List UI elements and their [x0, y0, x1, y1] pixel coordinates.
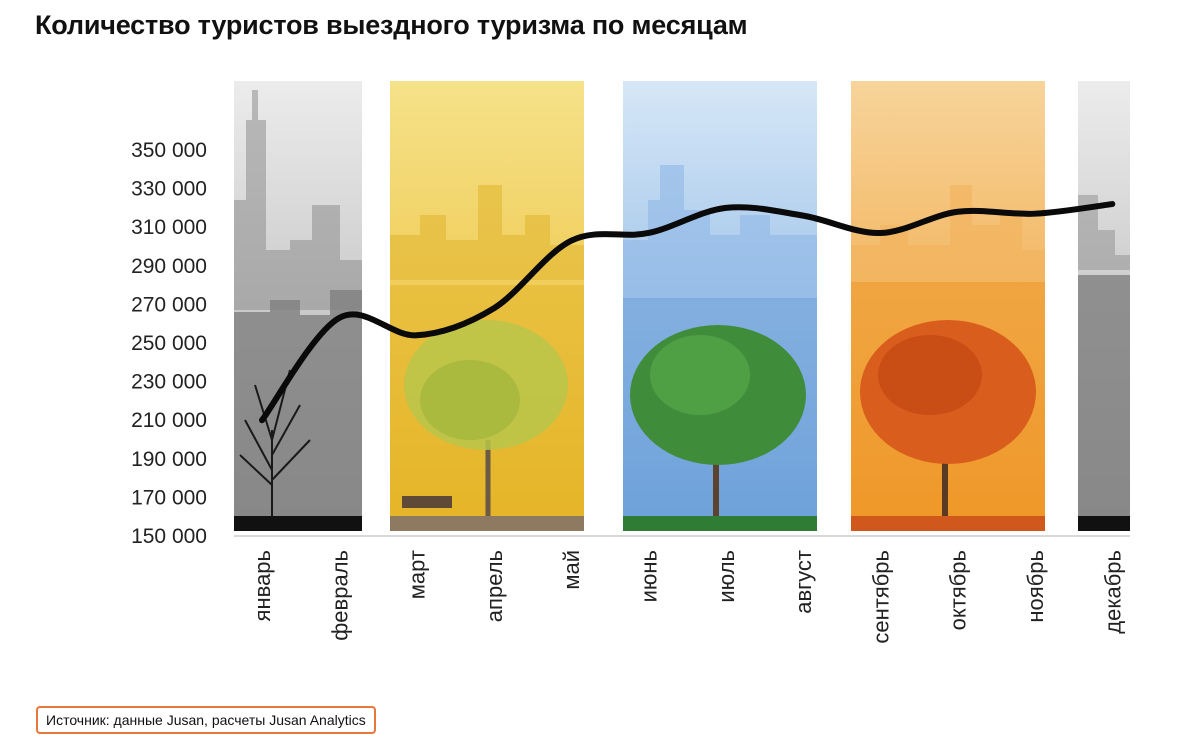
series-line — [259, 201, 1116, 424]
y-tick-label: 270 000 — [131, 293, 207, 316]
season-background-autumn — [851, 81, 1045, 531]
source-note: Источник: данные Jusan, расчеты Jusan An… — [36, 706, 376, 734]
x-tick-label: февраль — [327, 550, 352, 641]
y-tick-label: 250 000 — [131, 332, 207, 355]
season-background-summer — [623, 81, 817, 531]
season-background-winter — [234, 81, 362, 531]
x-tick-label: июнь — [637, 550, 662, 602]
chart-svg: 150 000 170 000 190 000 210 000 230 000 250 0… — [131, 81, 1130, 644]
y-tick-label: 170 000 — [131, 486, 207, 509]
x-tick-label: август — [791, 550, 816, 614]
y-tick-label: 310 000 — [131, 216, 207, 239]
x-tick-label: март — [405, 550, 430, 599]
x-tick-label: октябрь — [946, 550, 971, 630]
x-tick-label: январь — [250, 550, 275, 621]
chart-title: Количество туристов выездного туризма по… — [35, 10, 748, 40]
y-tick-label: 230 000 — [131, 371, 207, 394]
x-tick-label: декабрь — [1100, 550, 1125, 634]
x-tick-label: июль — [714, 550, 739, 603]
y-tick-label: 210 000 — [131, 409, 207, 432]
y-tick-label: 350 000 — [131, 139, 207, 162]
season-background-spring — [390, 81, 584, 531]
x-tick-label: апрель — [482, 550, 507, 622]
y-tick-label: 190 000 — [131, 448, 207, 471]
x-tick-label: май — [559, 550, 584, 590]
x-tick-label: сентябрь — [868, 550, 893, 644]
y-tick-label: 290 000 — [131, 255, 207, 278]
x-tick-label: ноябрь — [1023, 550, 1048, 623]
season-background-winter-december — [1078, 81, 1130, 531]
y-tick-label: 330 000 — [131, 178, 207, 201]
y-tick-label: 150 000 — [131, 525, 207, 548]
x-axis-ticks: январь февраль март апрель май июнь июль август… — [250, 550, 1125, 644]
y-axis-ticks: 150 000 170 000 190 000 210 000 230 000 250 0… — [131, 139, 207, 548]
